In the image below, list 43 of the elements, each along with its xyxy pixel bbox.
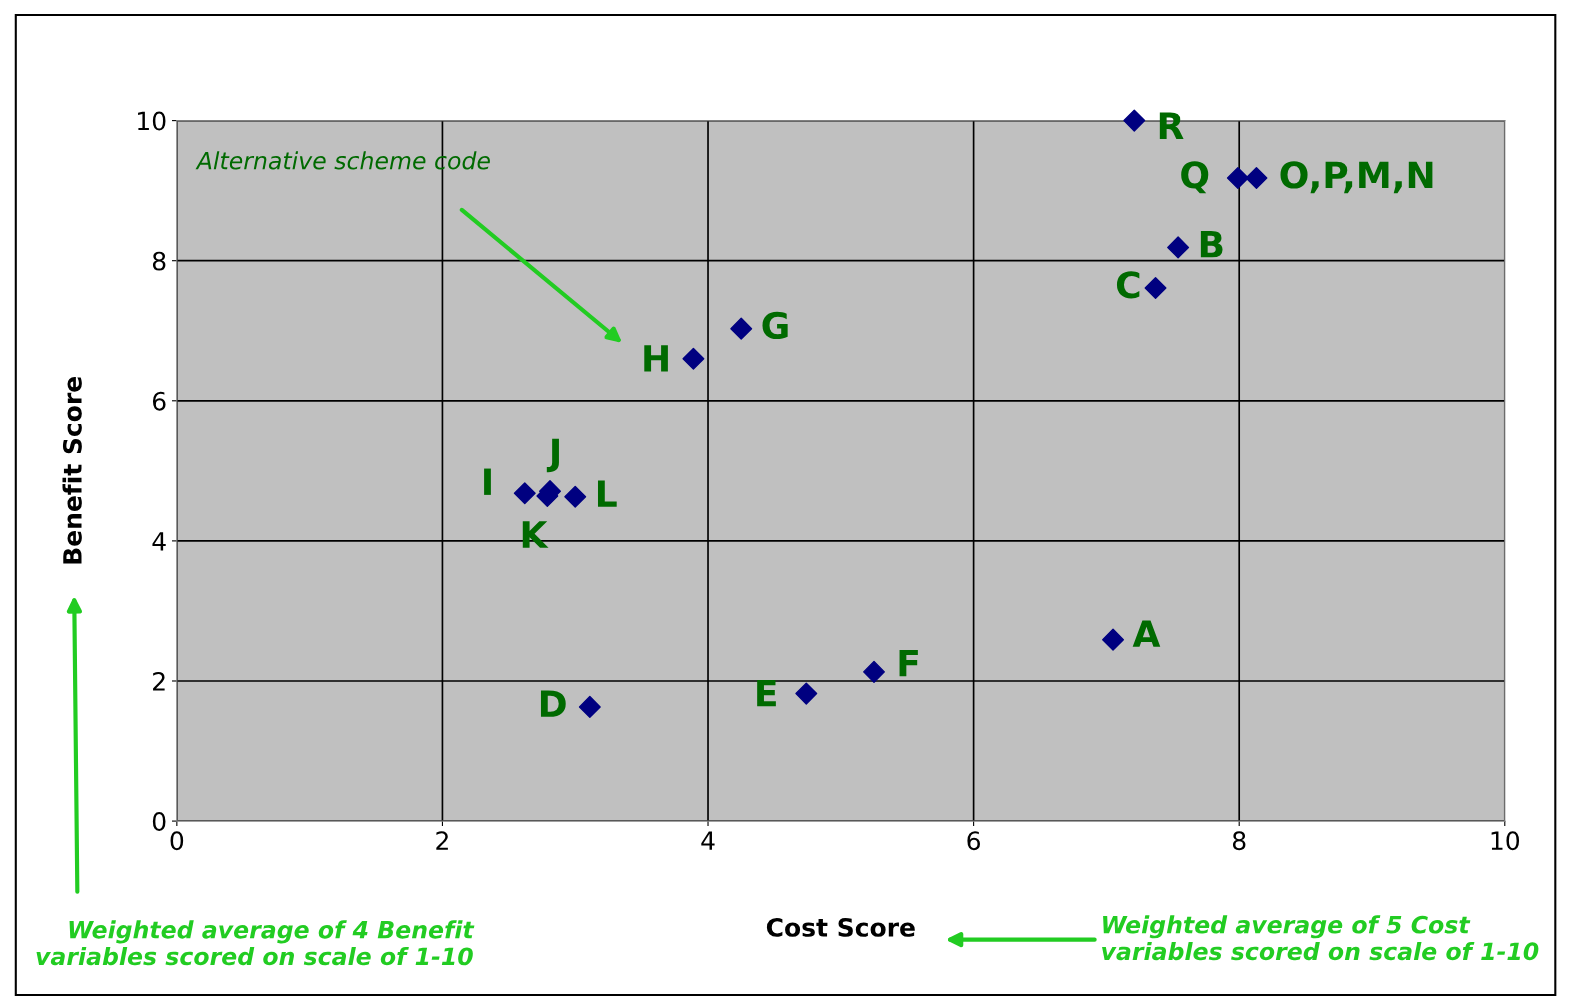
text: Weighted average of 4 Benefit variables scored on scale of 1-10 [36, 920, 475, 966]
annotation: D [540, 690, 566, 717]
x-axis-title: Cost Score [766, 917, 915, 937]
annotation: G [762, 311, 788, 340]
x-tick-label: 0 [170, 831, 184, 851]
y-tick-label: 8 [152, 251, 166, 271]
annotation: F [899, 649, 918, 677]
point [1226, 167, 1249, 190]
point [513, 482, 536, 505]
point [863, 660, 886, 683]
x-tick-label: 10 [1491, 831, 1520, 851]
x-tick-label: 6 [967, 831, 980, 851]
annotation: J [546, 438, 559, 473]
annotation: A [1132, 620, 1161, 647]
point [682, 347, 705, 370]
annotation: B [1200, 231, 1223, 258]
annotation: L [597, 480, 617, 507]
annotation: E [757, 680, 776, 707]
y-tick-label: 4 [152, 532, 166, 551]
y-tick-label: 2 [153, 671, 165, 691]
point [1167, 236, 1190, 259]
annotation: O,P,M,N [1280, 161, 1433, 194]
annotation: R [1159, 112, 1184, 139]
x-tick-label: 4 [701, 831, 715, 850]
y-tick-label: 0 [152, 812, 166, 831]
annotation: Q [1181, 161, 1209, 194]
x-tick-label: 2 [436, 831, 448, 850]
point [730, 317, 753, 340]
point [1245, 167, 1268, 190]
y-axis-title: Benefit Score [62, 376, 82, 564]
annotation: I [484, 468, 491, 495]
annotation: H [644, 345, 668, 372]
point [1144, 277, 1167, 300]
point [578, 695, 601, 718]
y-tick-label: 6 [152, 391, 166, 411]
annotation: C [1116, 271, 1140, 299]
point [564, 485, 587, 508]
y-tick-label: 10 [138, 111, 166, 131]
point [795, 682, 818, 705]
point [1102, 628, 1125, 651]
point [1123, 109, 1146, 132]
x-tick-label: 8 [1232, 831, 1246, 851]
text: Weighted average of 5 Cost variables scored on scale of 1-10 [1102, 915, 1539, 961]
